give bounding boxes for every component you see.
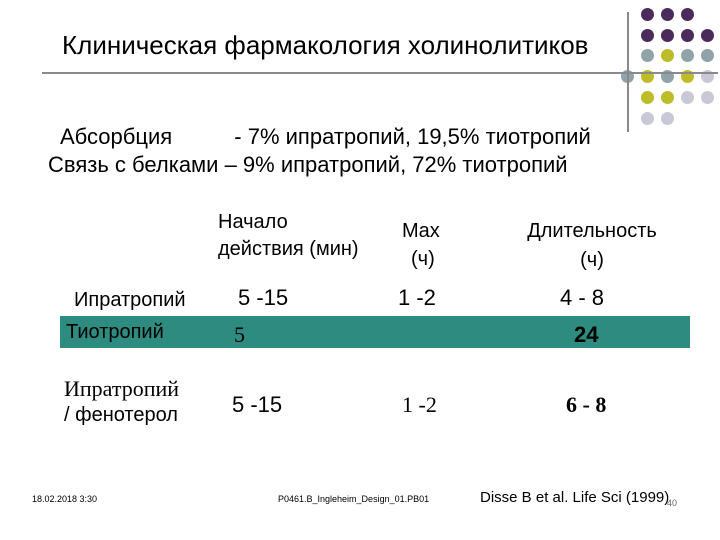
row2-highlight-bar xyxy=(60,316,690,348)
decor-dot xyxy=(661,8,674,21)
header-duration-line2: (ч) xyxy=(580,249,604,271)
header-onset-line1: Начало xyxy=(218,211,288,233)
row3-name-line2: / фенотерол xyxy=(64,404,178,426)
absorption-label: Абсорбция xyxy=(60,124,173,149)
decor-dot xyxy=(681,49,694,62)
header-onset: Начало действия (мин) xyxy=(218,209,359,263)
row1-onset: 5 -15 xyxy=(238,285,289,310)
header-duration: Длительность (ч) xyxy=(506,218,678,274)
decor-dot xyxy=(681,8,694,21)
decor-dot xyxy=(701,29,714,42)
header-max-unit: (ч) xyxy=(411,248,435,270)
row3-onset: 5 -15 xyxy=(232,392,283,417)
decor-dot xyxy=(701,49,714,62)
row3-duration: 6 - 8 xyxy=(566,392,607,417)
decor-dot xyxy=(641,91,654,104)
row2-name: Тиотропий xyxy=(66,321,164,343)
page-number: 40 xyxy=(667,498,678,508)
decorative-dot-grid xyxy=(0,0,720,140)
decor-dot xyxy=(661,49,674,62)
decor-dot xyxy=(661,29,674,42)
decor-dot xyxy=(661,91,674,104)
header-onset-line2: действия (мин) xyxy=(218,238,359,260)
row1-max: 1 -2 xyxy=(398,285,436,310)
header-max-line1: Max xyxy=(402,220,440,242)
decor-dot xyxy=(641,29,654,42)
absorption-line: Абсорбция - 7% ипратропий, 19,5% тиотроп… xyxy=(60,124,591,150)
header-duration-line1: Длительность xyxy=(527,220,657,242)
slide-title: Клиническая фармакология холинолитиков xyxy=(62,30,589,60)
row3-name-line1: Ипратропий xyxy=(64,376,180,401)
row3-max: 1 -2 xyxy=(402,392,437,417)
footer-citation: Disse B et al. Life Sci (1999) xyxy=(480,489,670,506)
decor-dot xyxy=(681,29,694,42)
decor-dot xyxy=(641,112,654,125)
decor-horizontal-line xyxy=(42,72,718,74)
row2-duration: 24 xyxy=(574,322,599,347)
header-max: Max xyxy=(402,218,440,245)
absorption-value: - 7% ипратропий, 19,5% тиотропий xyxy=(234,124,591,149)
decor-dot xyxy=(701,91,714,104)
decor-dot xyxy=(681,91,694,104)
row1-name: Ипратропий xyxy=(74,289,186,311)
row3-name: Ипратропий / фенотерол xyxy=(64,376,179,427)
footer-date: 18.02.2018 3:30 xyxy=(32,494,98,504)
footer-file: P0461.B_Ingleheim_Design_01.PB01 xyxy=(278,494,430,504)
protein-binding-line: Связь с белками – 9% ипратропий, 72% тио… xyxy=(48,152,568,177)
decor-dot xyxy=(641,49,654,62)
row2-onset: 5 xyxy=(234,322,245,347)
decor-dot xyxy=(661,112,674,125)
row1-duration: 4 - 8 xyxy=(560,285,605,310)
decor-dot xyxy=(641,8,654,21)
